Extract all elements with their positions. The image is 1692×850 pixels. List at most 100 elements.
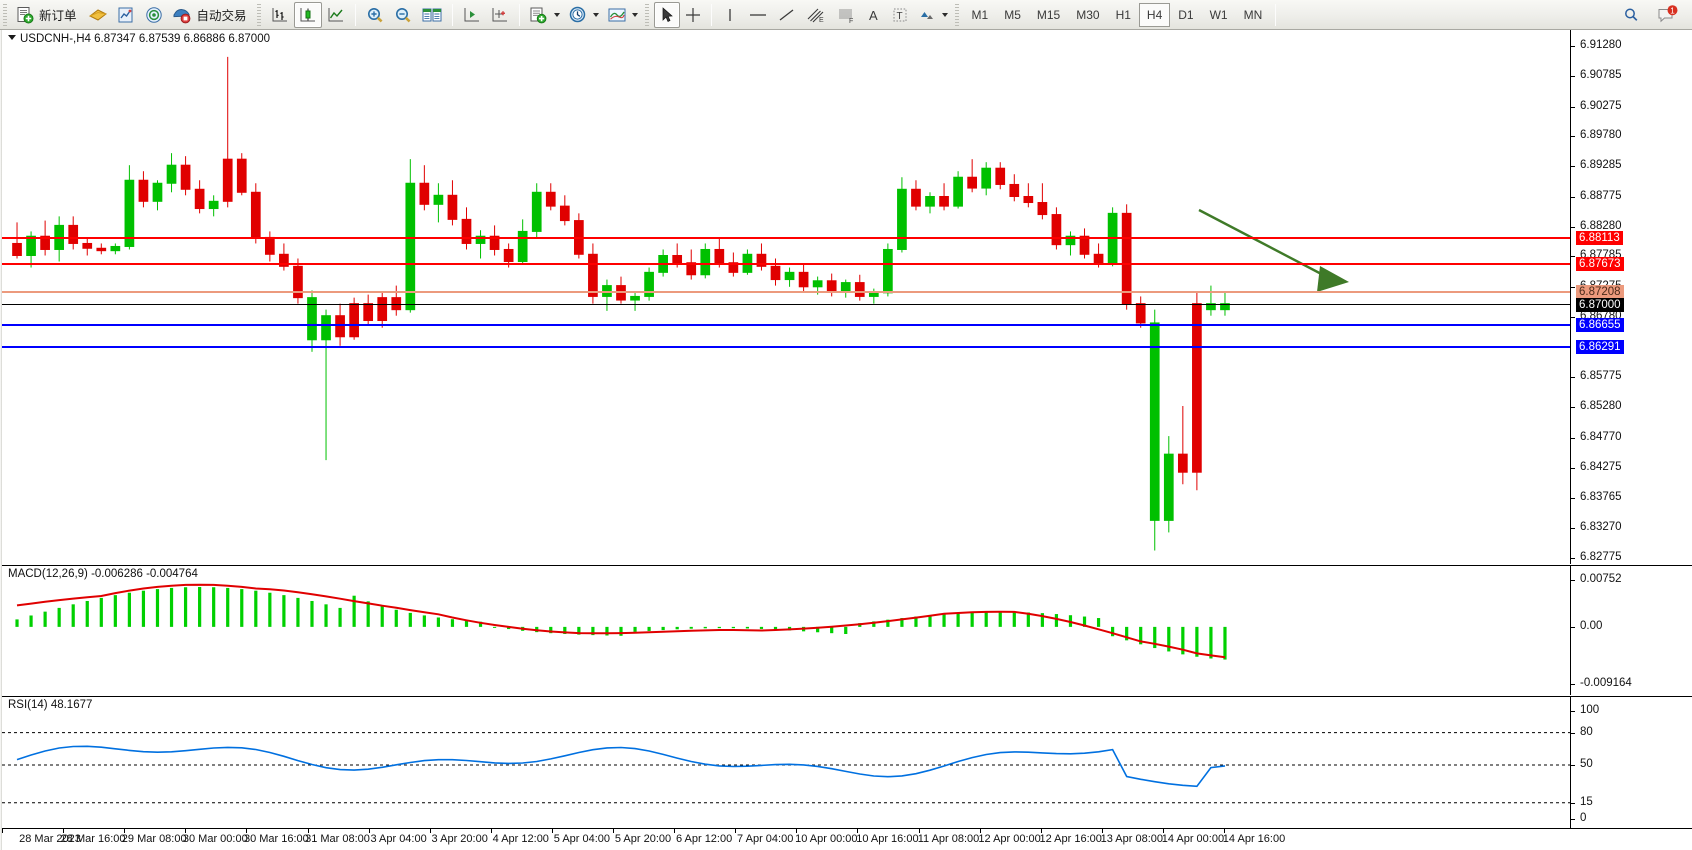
chart-shift-button[interactable] — [458, 2, 486, 28]
price-level-line-support[interactable] — [2, 324, 1570, 327]
time-axis-tick — [429, 829, 431, 833]
price-axis-tick — [1571, 196, 1575, 198]
time-axis-tick — [918, 829, 920, 833]
svg-text:E: E — [819, 17, 824, 24]
macd-axis[interactable]: 0.00752 0.00 -0.009164 — [1570, 566, 1692, 695]
price-level-line-last-price[interactable] — [2, 303, 1570, 305]
timeframe-button-mn[interactable]: MN — [1243, 7, 1263, 22]
price-axis-tick — [1571, 407, 1575, 409]
time-axis-label: 31 Mar 08:00 — [305, 833, 370, 845]
text-button[interactable]: A — [861, 2, 887, 28]
text-label-icon: T — [893, 8, 907, 22]
time-axis-tick — [857, 829, 859, 833]
data-window-button[interactable] — [417, 2, 447, 28]
search-button[interactable] — [1618, 2, 1644, 28]
expert-advisors-button[interactable] — [84, 2, 112, 28]
new-order-button[interactable]: 新订单 — [12, 2, 84, 28]
price-level-tag-level[interactable]: 6.87208 — [1576, 285, 1624, 300]
vline-icon — [728, 8, 731, 21]
crosshair-button[interactable] — [680, 2, 706, 28]
price-level-tag-support[interactable]: 6.86291 — [1576, 340, 1624, 355]
price-level-tag-support[interactable]: 6.86655 — [1576, 318, 1624, 333]
period-button[interactable] — [564, 2, 603, 28]
text-label-button[interactable]: T — [887, 2, 913, 28]
chart-symbol-text: USDCNH-,H4 6.87347 6.87539 6.86886 6.870… — [20, 33, 270, 45]
timeframe-button-m5[interactable]: M5 — [1004, 7, 1021, 22]
period-caret-icon[interactable] — [592, 12, 599, 17]
indicators-button[interactable] — [603, 2, 642, 28]
price-level-line-level[interactable] — [2, 291, 1570, 294]
market-watch-button[interactable] — [112, 2, 140, 28]
rsi-axis[interactable]: 100 80 50 15 0 — [1570, 697, 1692, 828]
toolbar-grip-4[interactable] — [953, 3, 961, 26]
toolbar-separator-4 — [710, 3, 712, 26]
rsi-axis-label: 15 — [1580, 795, 1593, 808]
candlestick-chart-button[interactable] — [293, 1, 322, 28]
equidistant-channel-button[interactable]: E — [801, 2, 831, 28]
auto-scroll-button[interactable] — [486, 2, 514, 28]
line-chart-button[interactable] — [322, 2, 350, 28]
price-level-line-support[interactable] — [2, 346, 1570, 349]
timeframe-button-m1[interactable]: M1 — [971, 7, 989, 22]
price-level-line-resistance[interactable] — [2, 263, 1570, 266]
indicators-caret-icon[interactable] — [631, 12, 638, 17]
toolbar-grip[interactable] — [2, 3, 9, 26]
fibonacci-button[interactable]: F — [831, 2, 861, 28]
toolbar-group-timeframes: M1 M5 M15 M30 H1 H4 D1 W1 MN — [952, 0, 1282, 30]
zoom-out-button[interactable] — [389, 2, 417, 28]
time-axis-label: 13 Apr 08:00 — [1100, 833, 1163, 845]
timeframe-button-d1[interactable]: D1 — [1178, 7, 1194, 22]
rsi-pane[interactable]: RSI(14) 48.1677 100 80 50 15 0 — [2, 696, 1692, 828]
price-level-line-resistance[interactable] — [2, 236, 1570, 239]
rsi-axis-label: 100 — [1580, 704, 1600, 716]
rsi-axis-label: 80 — [1580, 725, 1593, 738]
shapes-button[interactable] — [913, 2, 952, 28]
time-axis-label: 30 Mar 16:00 — [243, 833, 309, 845]
templates-button[interactable] — [525, 2, 564, 28]
toolbar-group-charttype — [254, 0, 447, 30]
toolbar-separator-2 — [451, 3, 453, 26]
time-axis-label: 12 Apr 00:00 — [978, 833, 1041, 845]
price-axis-label: 6.88775 — [1580, 189, 1622, 202]
price-axis-tick — [1571, 437, 1575, 439]
zoom-in-button[interactable] — [361, 2, 389, 28]
price-axis[interactable]: 6.91280 6.90785 6.90275 6.89780 6.89285 6.887… — [1570, 30, 1692, 564]
price-level-tag-resistance[interactable]: 6.87673 — [1576, 257, 1624, 272]
price-level-tag-resistance[interactable]: 6.88113 — [1576, 230, 1623, 245]
macd-axis-tick — [1571, 580, 1575, 581]
bar-chart-button[interactable] — [266, 2, 294, 28]
chart-dropdown-icon[interactable] — [8, 35, 16, 40]
time-axis-label: 10 Apr 16:00 — [856, 833, 919, 845]
cursor-button[interactable] — [653, 1, 680, 28]
timeframe-button-m30[interactable]: M30 — [1076, 7, 1100, 22]
timeframe-button-h1[interactable]: H1 — [1115, 7, 1131, 22]
shapes-caret-icon[interactable] — [941, 12, 948, 17]
rsi-axis-label: 50 — [1580, 758, 1593, 770]
signals-button[interactable] — [140, 2, 168, 28]
rsi-axis-tick — [1571, 819, 1575, 820]
autotrading-button[interactable]: 自动交易 — [168, 2, 254, 28]
price-axis-tick — [1571, 226, 1575, 228]
chart-left-scrollbar[interactable] — [0, 30, 2, 850]
time-axis[interactable]: 28 Mar 2023 28 Mar 16:00 29 Mar 08:00 30 Ma… — [2, 828, 1692, 850]
toolbar-grip-3[interactable] — [643, 3, 651, 26]
line-chart-icon — [328, 7, 343, 21]
horizontal-line-button[interactable] — [743, 2, 773, 28]
timeframe-button-h4[interactable]: H4 — [1138, 2, 1171, 27]
trendline-button[interactable] — [773, 2, 801, 28]
notifications-button[interactable]: 1 — [1652, 2, 1682, 28]
crosshair-icon — [685, 7, 700, 22]
price-level-tag-last-price[interactable]: 6.87000 — [1576, 297, 1624, 312]
timeframe-button-w1[interactable]: W1 — [1209, 7, 1228, 22]
templates-caret-icon[interactable] — [553, 12, 560, 17]
time-axis-label: 5 Apr 20:00 — [614, 833, 672, 845]
time-axis-tick — [2, 829, 3, 833]
chart-workspace[interactable]: USDCNH-,H4 6.87347 6.87539 6.86886 6.870… — [0, 30, 1692, 850]
vertical-line-button[interactable] — [717, 2, 743, 28]
macd-pane[interactable]: MACD(12,26,9) -0.006286 -0.004764 0.0075… — [2, 565, 1692, 695]
timeframe-button-m15[interactable]: M15 — [1036, 7, 1061, 22]
toolbar-grip-2[interactable] — [255, 3, 263, 26]
price-axis-label: 6.88280 — [1580, 219, 1622, 232]
price-pane[interactable]: USDCNH-,H4 6.87347 6.87539 6.86886 6.870… — [2, 30, 1692, 564]
price-candles — [12, 56, 1230, 551]
